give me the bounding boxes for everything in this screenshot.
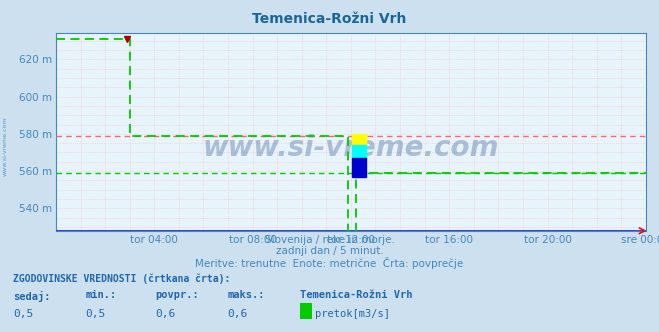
Bar xyxy=(352,158,366,177)
Text: sedaj:: sedaj: xyxy=(13,290,51,301)
Text: Slovenija / reke in morje.: Slovenija / reke in morje. xyxy=(264,235,395,245)
Text: 0,5: 0,5 xyxy=(86,309,106,319)
Text: Temenica-Rožni Vrh: Temenica-Rožni Vrh xyxy=(300,290,413,300)
Text: www.si-vreme.com: www.si-vreme.com xyxy=(3,116,8,176)
Text: www.si-vreme.com: www.si-vreme.com xyxy=(203,134,499,162)
Text: ZGODOVINSKE VREDNOSTI (črtkana črta):: ZGODOVINSKE VREDNOSTI (črtkana črta): xyxy=(13,274,231,285)
Text: min.:: min.: xyxy=(86,290,117,300)
Text: povpr.:: povpr.: xyxy=(155,290,198,300)
Text: zadnji dan / 5 minut.: zadnji dan / 5 minut. xyxy=(275,246,384,256)
Text: pretok[m3/s]: pretok[m3/s] xyxy=(315,309,390,319)
Bar xyxy=(352,134,366,145)
Bar xyxy=(352,145,366,158)
Text: 0,6: 0,6 xyxy=(155,309,175,319)
Text: maks.:: maks.: xyxy=(227,290,265,300)
Text: Meritve: trenutne  Enote: metrične  Črta: povprečje: Meritve: trenutne Enote: metrične Črta: … xyxy=(195,257,464,269)
Text: 0,6: 0,6 xyxy=(227,309,248,319)
Text: Temenica-Rožni Vrh: Temenica-Rožni Vrh xyxy=(252,12,407,26)
Text: 0,5: 0,5 xyxy=(13,309,34,319)
